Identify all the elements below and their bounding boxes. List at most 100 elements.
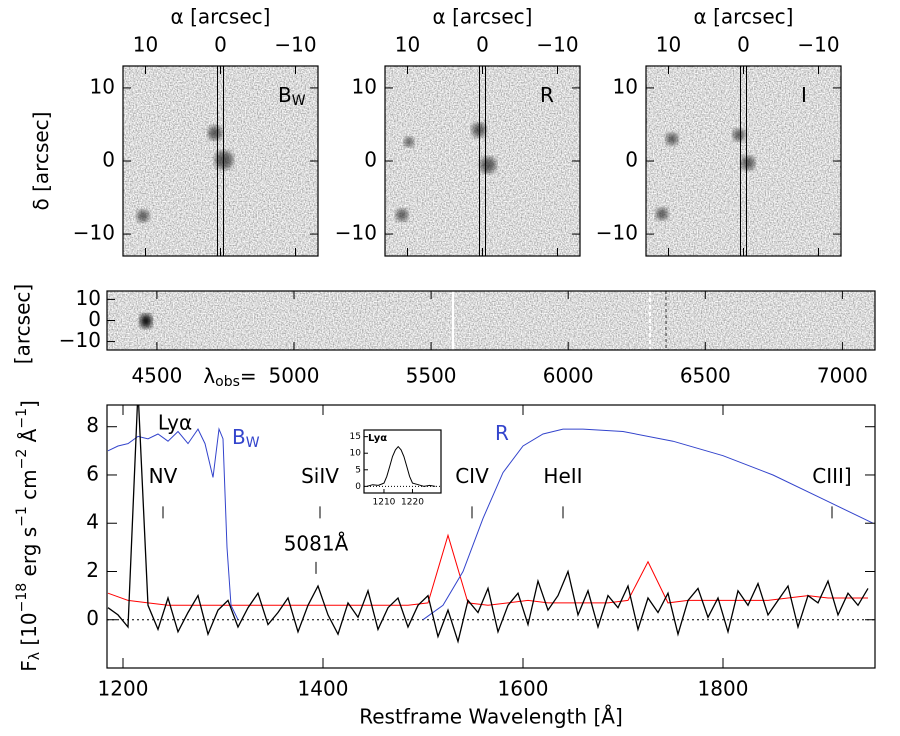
line-label: NV [149, 464, 178, 488]
y-axis-title-part: −1 [14, 408, 30, 429]
line-label: CIII] [812, 464, 851, 488]
source [741, 156, 755, 170]
y-tick-label: 15 [350, 432, 361, 442]
x-axis-title: Restframe Wavelength [Å] [359, 705, 623, 729]
source [208, 126, 222, 140]
source [396, 209, 408, 221]
x-tick-label: −10 [536, 33, 578, 57]
x-tick-label: 0 [737, 33, 750, 57]
y-axis-title-part: [arcsec] [29, 112, 53, 199]
y-axis-title-part: −18 [14, 583, 30, 613]
x-tick-label: −10 [274, 33, 316, 57]
x-tick-label: 5000 [269, 364, 320, 388]
inset-frame [363, 429, 442, 494]
x-tick-label: 6000 [543, 364, 594, 388]
inset-bg [364, 430, 441, 493]
line-label: SiIV [301, 464, 339, 488]
y-axis-title-part: cm [17, 469, 41, 506]
inset-line [366, 445, 436, 487]
x-tick-label: 1400 [298, 677, 349, 701]
y-axis-title-part: δ [29, 198, 53, 210]
plot-area [107, 405, 874, 644]
y-tick-label: 6 [86, 461, 99, 485]
y-tick-label: 0 [355, 482, 361, 492]
y-tick-label: 10 [76, 286, 101, 310]
y-axis-title-part: Å [17, 428, 41, 448]
source [733, 129, 745, 141]
y-axis-title: Fλ [10−18 erg s−1 cm−2 Å−1] [14, 400, 43, 672]
y-tick-label: 8 [86, 413, 99, 437]
y-tick-label: −10 [335, 221, 377, 245]
y-tick-label: 10 [90, 74, 115, 98]
x-tick-label: 10 [656, 33, 681, 57]
x-tick-label: 7000 [817, 364, 868, 388]
y-tick-label: 0 [625, 148, 638, 172]
x-tick-label: 0 [214, 33, 227, 57]
x-axis-title-part: obs [215, 374, 240, 390]
x-tick-label: 10 [395, 33, 420, 57]
source [656, 208, 668, 220]
y-tick-label: −10 [73, 221, 115, 245]
y-axis-title-part: ] [17, 400, 41, 408]
x-axis-title: α [arcsec] [433, 5, 533, 29]
y-axis-title-part: −2 [14, 449, 30, 470]
y-tick-label: 10 [613, 74, 638, 98]
x-tick-label: 10 [133, 33, 158, 57]
y-tick-label: 0 [86, 606, 99, 630]
x-tick-label: −10 [797, 33, 839, 57]
line-label: CIV [455, 464, 489, 488]
y-tick-label: 4 [86, 510, 99, 534]
y-axis-title-part: −1 [14, 506, 30, 527]
x-tick-label: 0 [476, 33, 489, 57]
line-label: HeII [543, 464, 582, 488]
y-tick-label: 10 [352, 74, 377, 98]
filter-label: R [495, 421, 509, 445]
x-axis-title: λobs= [203, 364, 256, 391]
filter-label-part: W [246, 435, 260, 451]
filter-label-part: R [495, 421, 509, 445]
y-tick-label: 0 [88, 307, 101, 331]
source-trace [140, 314, 152, 328]
x-axis-title: α [arcsec] [171, 5, 271, 29]
x-axis-title-part: = [240, 364, 257, 388]
band-label-part: R [540, 83, 554, 107]
x-tick-label: 6500 [680, 364, 731, 388]
y-tick-label: −10 [596, 221, 638, 245]
band-label: I [801, 83, 807, 107]
y-axis-title: [arcsec] [11, 284, 35, 364]
spectrum-noise [107, 291, 875, 350]
source [480, 157, 496, 173]
y-axis-title-part: erg s [17, 527, 41, 583]
source [666, 133, 678, 145]
filter-label: BW [232, 425, 260, 452]
band-label: BW [278, 83, 306, 110]
y-tick-label: 2 [86, 558, 99, 582]
y-tick-label: −10 [59, 328, 101, 352]
inset-title: Lyα [368, 433, 387, 444]
y-tick-label: 5 [355, 465, 361, 475]
line-annotation: Lyα [158, 411, 192, 435]
source [137, 210, 149, 222]
y-tick-label: 0 [102, 148, 115, 172]
y-axis-title: δ [arcsec] [29, 112, 53, 211]
x-tick-label: 4500 [131, 364, 182, 388]
x-axis-title-part: λ [203, 364, 215, 388]
plot-frame [106, 404, 876, 669]
spectrum-line [422, 428, 874, 621]
band-label-part: W [292, 93, 306, 109]
y-axis-title-part: F [17, 660, 41, 672]
band-label: R [540, 83, 554, 107]
spectrum-line [107, 533, 868, 606]
source [404, 137, 414, 147]
y-tick-label: 10 [350, 449, 362, 459]
spectrum-line [107, 405, 869, 644]
spectrum-line [107, 427, 239, 620]
x-tick-label: 1220 [401, 498, 424, 508]
filter-label-part: B [232, 425, 246, 449]
x-tick-label: 1200 [98, 677, 149, 701]
x-axis-title: α [arcsec] [694, 5, 794, 29]
band-label-part: B [278, 83, 292, 107]
band-label-part: I [801, 83, 807, 107]
x-tick-label: 1800 [698, 677, 749, 701]
